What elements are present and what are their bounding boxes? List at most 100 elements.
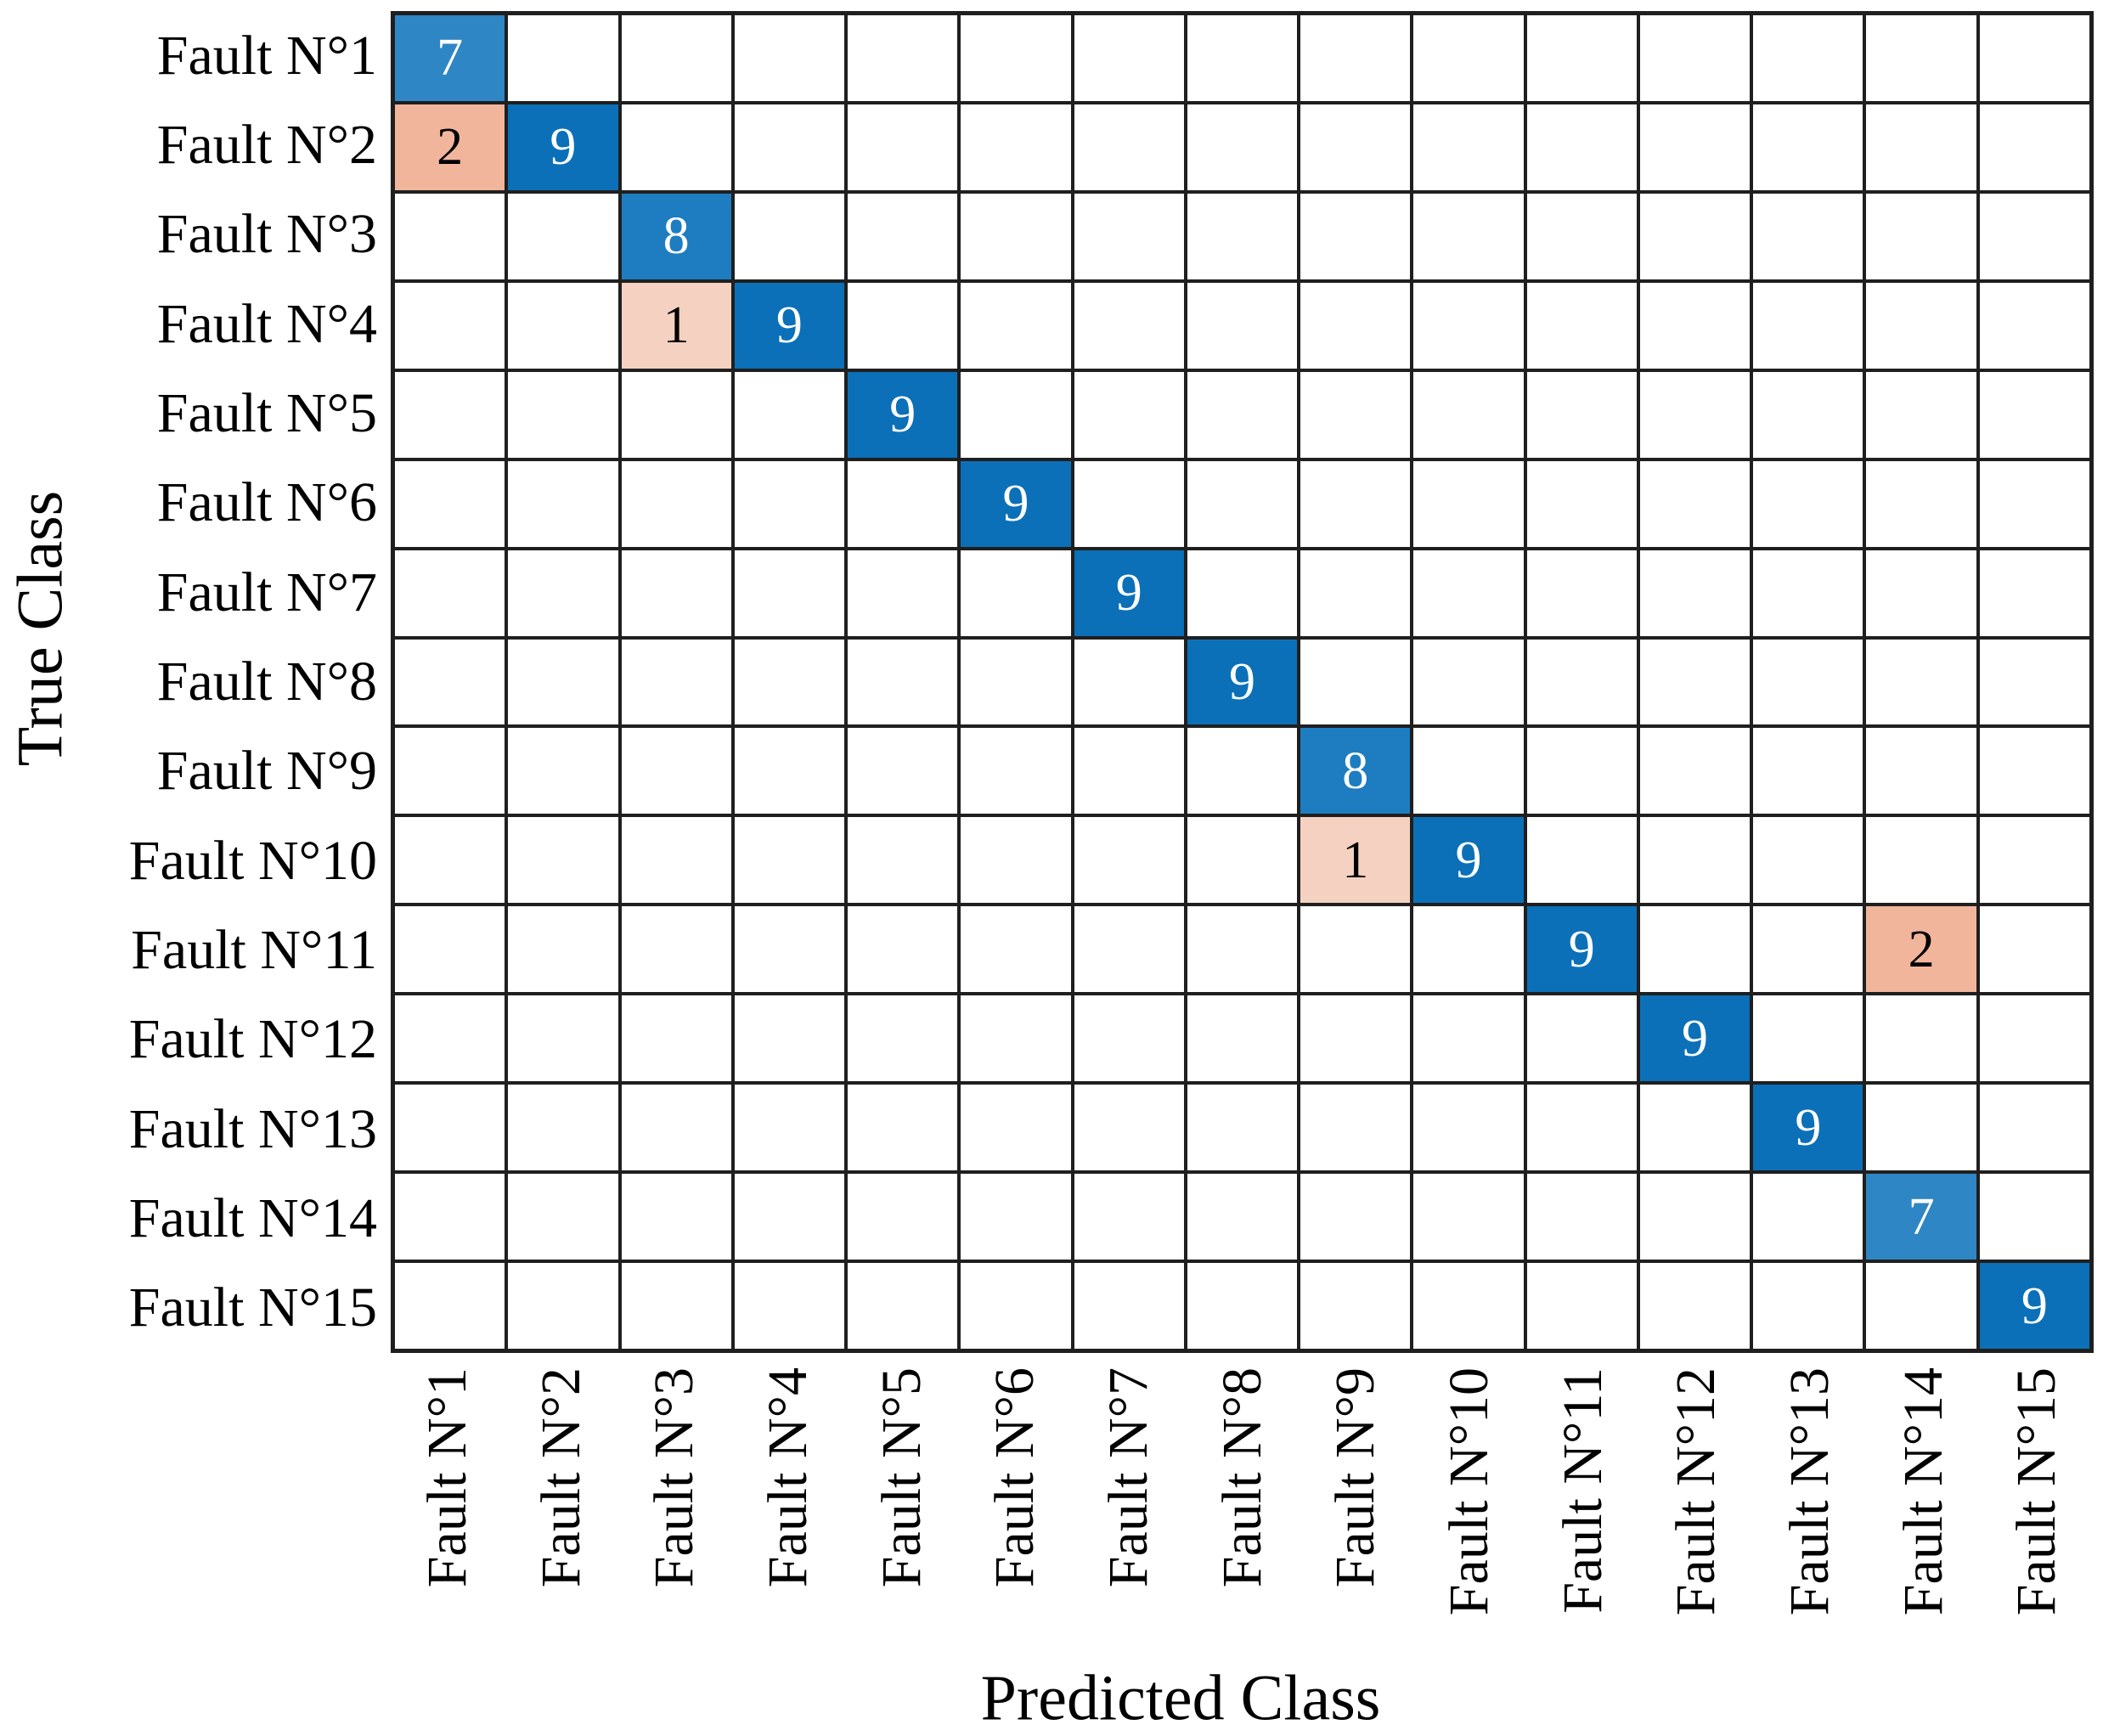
matrix-cell-r10-c14 xyxy=(1866,817,1976,904)
matrix-cell-r9-c1 xyxy=(395,728,505,814)
matrix-cell-r5-c7 xyxy=(1074,371,1184,458)
matrix-cell-r1-c11 xyxy=(1526,15,1637,101)
matrix-cell-r11-c4 xyxy=(734,906,845,993)
matrix-cell-r10-c3 xyxy=(621,817,731,904)
x-tick-label-6: Fault N°6 xyxy=(984,1367,1046,1588)
x-tick-label-2: Fault N°2 xyxy=(529,1367,592,1588)
matrix-cell-r15-c3 xyxy=(621,1263,731,1349)
matrix-cell-r13-c4 xyxy=(734,1085,845,1171)
y-tick-label-4: Fault N°4 xyxy=(156,292,377,355)
matrix-cell-r14-c7 xyxy=(1074,1174,1184,1260)
matrix-cell-r2-c9 xyxy=(1300,104,1411,190)
matrix-cell-r5-c10 xyxy=(1413,371,1524,458)
matrix-cell-r7-c4 xyxy=(734,550,845,636)
matrix-cell-r2-c15 xyxy=(1979,104,2089,190)
matrix-cell-r14-c2 xyxy=(508,1174,618,1260)
matrix-cell-r9-c3 xyxy=(621,728,731,814)
matrix-cell-r14-c4 xyxy=(734,1174,845,1260)
matrix-cell-r10-c13 xyxy=(1753,817,1863,904)
matrix-cell-r6-c13 xyxy=(1753,460,1863,547)
matrix-cell-r2-c7 xyxy=(1074,104,1184,190)
y-tick-label-1: Fault N°1 xyxy=(156,24,377,87)
matrix-cell-r12-c15 xyxy=(1979,995,2089,1082)
x-tick-label-9: Fault N°9 xyxy=(1324,1367,1387,1588)
matrix-cell-r2-c10 xyxy=(1413,104,1524,190)
matrix-cell-r10-c4 xyxy=(734,817,845,904)
matrix-cell-r8-c12 xyxy=(1639,639,1751,725)
matrix-cell-r2-c5 xyxy=(848,104,958,190)
matrix-cell-r3-c5 xyxy=(848,193,958,279)
matrix-cell-r2-c3 xyxy=(621,104,731,190)
matrix-cell-r4-c12 xyxy=(1639,282,1751,369)
matrix-cell-r11-c13 xyxy=(1753,906,1863,993)
matrix-cell-r15-c14 xyxy=(1866,1263,1976,1349)
matrix-cell-r5-c15 xyxy=(1979,371,2089,458)
matrix-cell-r15-c11 xyxy=(1526,1263,1637,1349)
matrix-cell-r3-c12 xyxy=(1639,193,1751,279)
matrix-cell-r2-c4 xyxy=(734,104,845,190)
matrix-cell-r5-c2 xyxy=(508,371,618,458)
y-tick-label-7: Fault N°7 xyxy=(156,561,377,623)
matrix-cell-r10-c11 xyxy=(1526,817,1637,904)
matrix-cell-r10-c9: 1 xyxy=(1300,817,1411,904)
matrix-cell-r8-c14 xyxy=(1866,639,1976,725)
matrix-cell-r9-c5 xyxy=(848,728,958,814)
matrix-cell-r13-c11 xyxy=(1526,1085,1637,1171)
matrix-cell-r12-c13 xyxy=(1753,995,1863,1082)
matrix-cell-r3-c14 xyxy=(1866,193,1976,279)
matrix-cell-r9-c4 xyxy=(734,728,845,814)
matrix-cell-r7-c15 xyxy=(1979,550,2089,636)
matrix-cell-r7-c5 xyxy=(848,550,958,636)
matrix-cell-r8-c6 xyxy=(961,639,1071,725)
matrix-cell-r12-c6 xyxy=(961,995,1071,1082)
matrix-cell-r7-c14 xyxy=(1866,550,1976,636)
matrix-cell-r4-c10 xyxy=(1413,282,1524,369)
y-tick-label-11: Fault N°11 xyxy=(131,919,377,981)
matrix-cell-r15-c15: 9 xyxy=(1979,1263,2089,1349)
x-tick-label-4: Fault N°4 xyxy=(756,1367,819,1588)
matrix-cell-r14-c13 xyxy=(1753,1174,1863,1260)
x-tick-label-14: Fault N°14 xyxy=(1892,1367,1954,1616)
matrix-cell-r15-c4 xyxy=(734,1263,845,1349)
matrix-cell-r14-c1 xyxy=(395,1174,505,1260)
matrix-cell-r6-c1 xyxy=(395,460,505,547)
matrix-cell-r4-c7 xyxy=(1074,282,1184,369)
matrix-cell-r11-c15 xyxy=(1979,906,2089,993)
matrix-cell-r7-c13 xyxy=(1753,550,1863,636)
matrix-cell-r14-c15 xyxy=(1979,1174,2089,1260)
matrix-cell-r1-c7 xyxy=(1074,15,1184,101)
matrix-cell-r8-c15 xyxy=(1979,639,2089,725)
matrix-cell-r6-c9 xyxy=(1300,460,1411,547)
matrix-cell-r1-c4 xyxy=(734,15,845,101)
matrix-cell-r10-c5 xyxy=(848,817,958,904)
matrix-cell-r3-c7 xyxy=(1074,193,1184,279)
matrix-cell-r10-c12 xyxy=(1639,817,1751,904)
x-tick-label-15: Fault N°15 xyxy=(2005,1367,2068,1616)
y-tick-label-12: Fault N°12 xyxy=(128,1008,377,1071)
matrix-cell-r10-c1 xyxy=(395,817,505,904)
x-tick-label-5: Fault N°5 xyxy=(870,1367,933,1588)
matrix-cell-r4-c13 xyxy=(1753,282,1863,369)
matrix-cell-r13-c9 xyxy=(1300,1085,1411,1171)
matrix-cell-r15-c5 xyxy=(848,1263,958,1349)
matrix-cell-r4-c3: 1 xyxy=(621,282,731,369)
matrix-cell-r3-c8 xyxy=(1187,193,1298,279)
matrix-cell-r5-c13 xyxy=(1753,371,1863,458)
matrix-cell-r6-c12 xyxy=(1639,460,1751,547)
y-tick-label-2: Fault N°2 xyxy=(156,114,377,176)
matrix-cell-r7-c9 xyxy=(1300,550,1411,636)
matrix-cell-r15-c9 xyxy=(1300,1263,1411,1349)
matrix-cell-r14-c12 xyxy=(1639,1174,1751,1260)
matrix-cell-r13-c12 xyxy=(1639,1085,1751,1171)
matrix-cell-r8-c9 xyxy=(1300,639,1411,725)
matrix-cell-r14-c3 xyxy=(621,1174,731,1260)
matrix-cell-r3-c15 xyxy=(1979,193,2089,279)
matrix-cell-r8-c5 xyxy=(848,639,958,725)
matrix-cell-r13-c5 xyxy=(848,1085,958,1171)
matrix-cell-r12-c11 xyxy=(1526,995,1637,1082)
x-tick-label-1: Fault N°1 xyxy=(415,1367,478,1588)
matrix-cell-r3-c6 xyxy=(961,193,1071,279)
matrix-cell-r12-c5 xyxy=(848,995,958,1082)
matrix-cell-r3-c4 xyxy=(734,193,845,279)
